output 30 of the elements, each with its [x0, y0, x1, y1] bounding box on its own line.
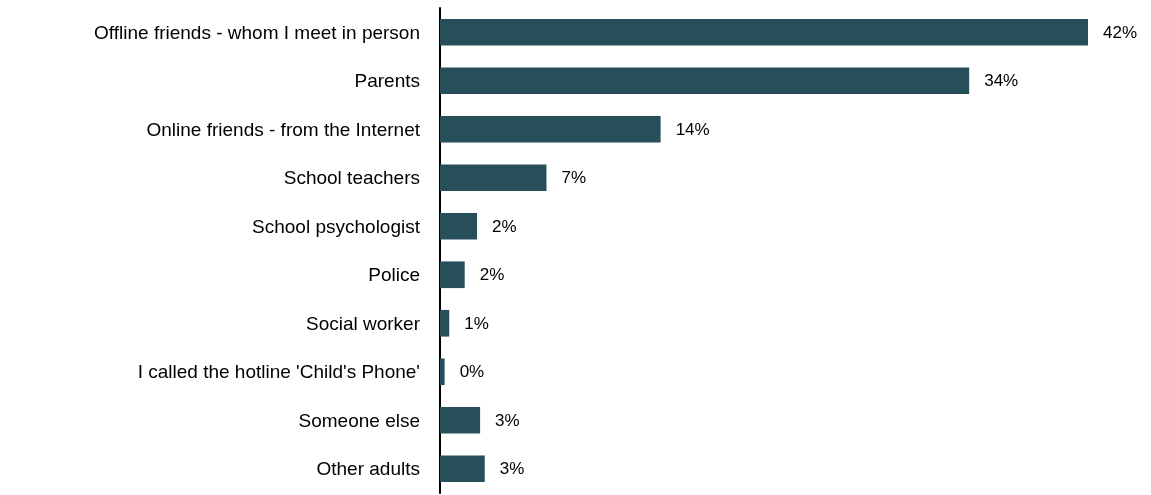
data-label: 34%: [984, 71, 1019, 91]
bar: [440, 18, 1088, 46]
y-tick-label: I called the hotline 'Child's Phone': [137, 361, 420, 383]
bar: [440, 261, 465, 289]
y-tick-label: Offline friends - whom I meet in person: [94, 21, 420, 43]
data-label: 2%: [492, 216, 517, 236]
bar: [440, 115, 661, 143]
bar: [440, 67, 970, 95]
bar: [440, 358, 445, 386]
y-tick-label: Someone else: [298, 409, 420, 431]
y-tick-label: Online friends - from the Internet: [146, 118, 421, 140]
y-tick-label: School teachers: [283, 167, 420, 189]
data-label: 1%: [464, 313, 489, 333]
data-label: 7%: [561, 168, 587, 188]
y-tick-label: Police: [368, 264, 420, 286]
data-label: 42%: [1103, 22, 1138, 42]
data-label: 0%: [459, 362, 485, 382]
data-label: 3%: [499, 459, 525, 479]
bar: [440, 164, 547, 192]
bar: [440, 212, 478, 240]
y-tick-label: Other adults: [316, 458, 420, 480]
y-tick-label: Parents: [354, 70, 420, 92]
bar: [440, 406, 481, 434]
y-tick-label: Social worker: [305, 312, 421, 334]
data-label: 2%: [479, 265, 505, 285]
data-label: 3%: [495, 410, 520, 430]
data-label: 14%: [675, 119, 710, 139]
bar: [440, 455, 485, 483]
y-tick-label: School psychologist: [252, 215, 421, 237]
bar: [440, 309, 450, 337]
